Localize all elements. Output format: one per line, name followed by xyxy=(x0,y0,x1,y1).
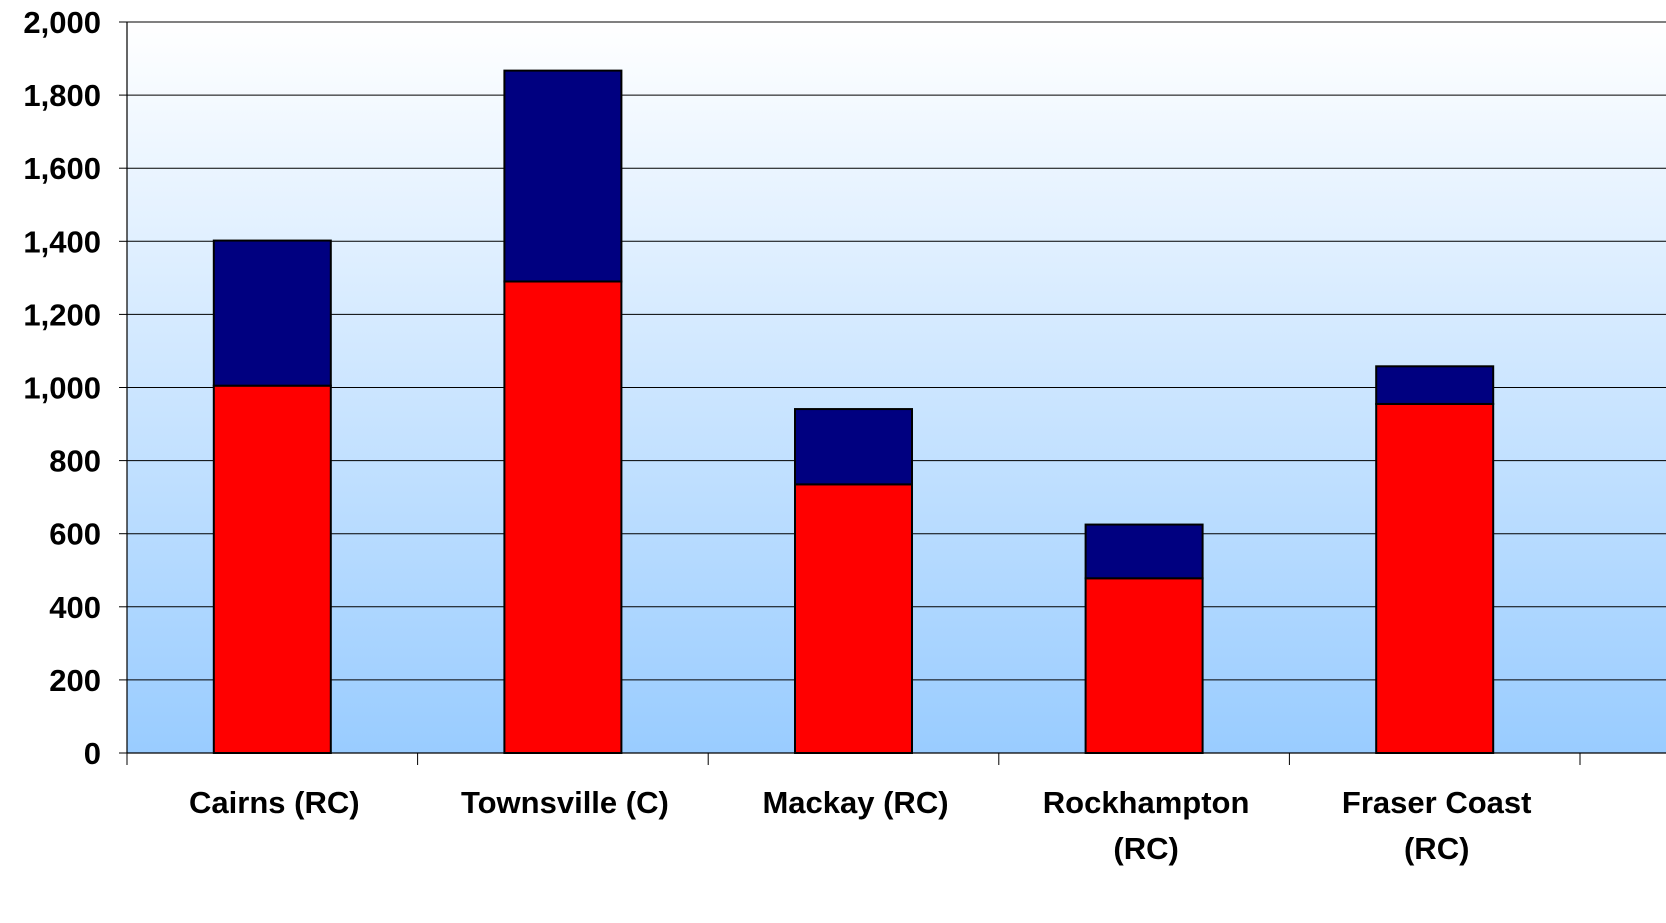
y-tick-label: 600 xyxy=(49,517,101,552)
x-category-label-line: Mackay (RC) xyxy=(762,785,948,820)
x-category-label: Cairns (RC) xyxy=(189,785,360,820)
y-tick-label: 1,000 xyxy=(23,371,101,406)
x-category-label-line: (RC) xyxy=(1113,831,1178,866)
bar-segment xyxy=(212,239,332,387)
bar-segment xyxy=(1375,365,1495,405)
x-category-label: Mackay (RC) xyxy=(762,785,948,820)
x-category-label-line: Rockhampton xyxy=(1043,785,1250,820)
y-tick-label: 1,600 xyxy=(23,151,101,186)
bar-segment xyxy=(503,280,623,754)
bars xyxy=(212,69,1495,755)
y-tick-label: 2,000 xyxy=(23,5,101,40)
axes xyxy=(119,21,1666,765)
y-tick-label: 1,400 xyxy=(23,224,101,259)
y-tick-label: 1,200 xyxy=(23,297,101,332)
x-category-label-line: (RC) xyxy=(1404,831,1469,866)
bar-segment xyxy=(1375,402,1495,754)
y-axis-tick-labels: 0 200 400 600 800 1,000 1,200 1,400 1,600 1,800 2,… xyxy=(23,5,101,771)
x-category-label: Fraser Coast (RC) xyxy=(1342,785,1532,866)
y-tick-label: 1,800 xyxy=(23,78,101,113)
x-axis-category-labels: Cairns (RC) Townsville (C) Mackay (RC) Rock… xyxy=(189,785,1531,866)
x-category-label-line: Cairns (RC) xyxy=(189,785,360,820)
bar-segment xyxy=(794,483,913,754)
bar-segment xyxy=(1084,523,1204,580)
x-category-label-line: Fraser Coast xyxy=(1342,785,1532,820)
x-category-label: Townsville (C) xyxy=(461,785,669,820)
bar-segment xyxy=(1084,577,1204,755)
bar-segment xyxy=(794,408,913,486)
bar-segment xyxy=(212,384,332,754)
y-tick-label: 200 xyxy=(49,663,101,698)
y-tick-label: 800 xyxy=(49,444,101,479)
y-tick-label: 0 xyxy=(84,736,101,771)
x-category-label-line: Townsville (C) xyxy=(461,785,669,820)
bar-segment xyxy=(503,69,623,283)
x-category-label: Rockhampton (RC) xyxy=(1043,785,1250,866)
y-tick-label: 400 xyxy=(49,590,101,625)
